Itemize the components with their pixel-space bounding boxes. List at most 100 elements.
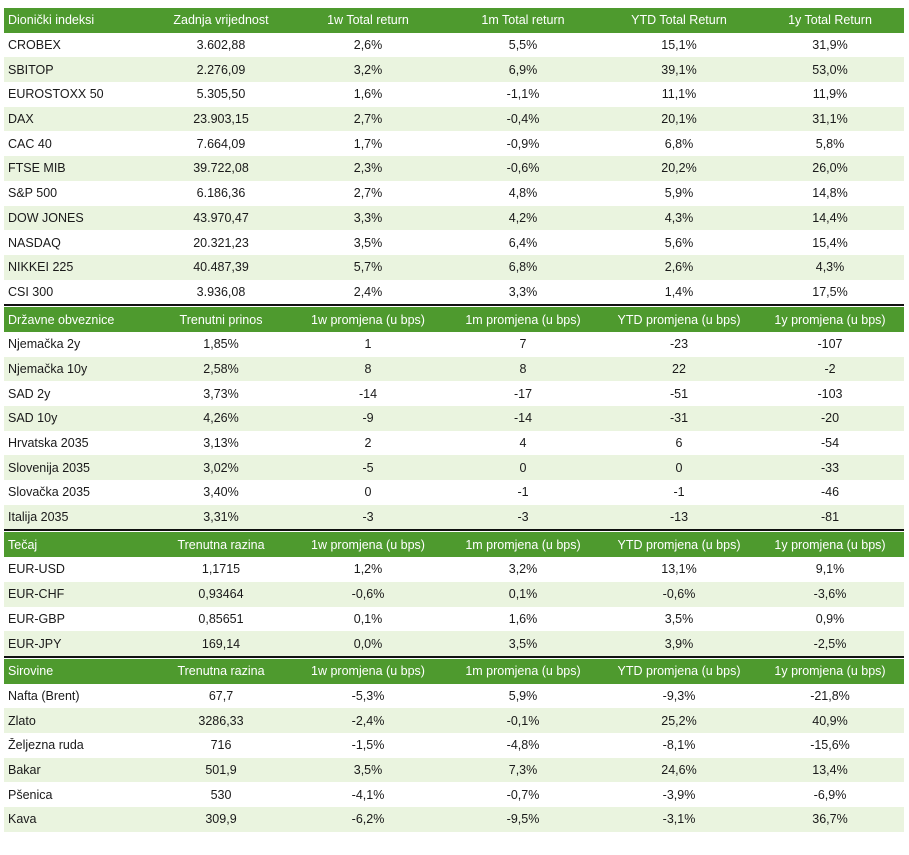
equity-indices-header-row: Dionički indeksi Zadnja vrijednost 1w To…: [4, 8, 904, 33]
table-cell: 13,4%: [812, 762, 848, 777]
table-cell: -6,9%: [813, 787, 847, 802]
table-cell: 3,73%: [203, 386, 239, 401]
table-cell: 9,1%: [815, 562, 845, 577]
market-overview-table: Dionički indeksi Zadnja vrijednost 1w To…: [4, 8, 904, 832]
column-header: 1m promjena (u bps): [465, 537, 581, 552]
row-label: NASDAQ: [8, 235, 61, 250]
table-cell: 6,8%: [664, 136, 694, 151]
table-row: SBITOP 2.276,09 3,2% 6,9% 39,1% 53,0%: [4, 57, 904, 83]
table-cell: -4,8%: [506, 738, 540, 753]
table-cell: -0,6%: [506, 161, 540, 176]
row-label: Bakar: [8, 762, 41, 777]
table-row: Kava 309,9 -6,2% -9,5% -3,1% 36,7%: [4, 807, 904, 832]
table-cell: -1: [517, 485, 529, 500]
table-cell: 1,85%: [203, 337, 239, 352]
table-cell: -14: [358, 386, 378, 401]
row-label: SAD 10y: [8, 411, 58, 426]
table-cell: 169,14: [201, 636, 241, 651]
row-label: S&P 500: [8, 186, 58, 201]
table-cell: 11,1%: [661, 87, 697, 102]
column-header: Sirovine: [8, 664, 54, 679]
table-cell: 1: [364, 337, 372, 352]
column-header: 1y Total Return: [788, 13, 872, 28]
table-cell: 3,13%: [203, 436, 239, 451]
table-cell: 3,2%: [353, 62, 383, 77]
table-cell: -107: [817, 337, 843, 352]
column-header: Trenutni prinos: [179, 312, 263, 327]
table-cell: 15,1%: [661, 38, 697, 53]
table-cell: 0: [364, 485, 372, 500]
table-row: Njemačka 10y 2,58% 8 8 22 -2: [4, 356, 904, 382]
table-row: EUR-GBP 0,85651 0,1% 1,6% 3,5% 0,9%: [4, 607, 904, 632]
table-cell: 0,9%: [815, 611, 845, 626]
table-row: Slovačka 2035 3,40% 0 -1 -1 -46: [4, 480, 904, 505]
exchange-rates-section: Tečaj Trenutna razina 1w promjena (u bps…: [4, 532, 904, 656]
table-cell: 3,5%: [508, 636, 538, 651]
section-divider: [4, 304, 904, 308]
table-row: Bakar 501,9 3,5% 7,3% 24,6% 13,4%: [4, 757, 904, 783]
column-header: YTD promjena (u bps): [617, 537, 741, 552]
table-cell: 0,1%: [353, 611, 383, 626]
section-divider: [4, 529, 904, 533]
table-cell: 3,5%: [353, 235, 383, 250]
table-cell: -4,1%: [351, 787, 385, 802]
table-cell: -13: [669, 510, 689, 525]
column-header: 1y promjena (u bps): [774, 664, 886, 679]
table-cell: 5,5%: [508, 38, 538, 53]
table-cell: 23.903,15: [193, 112, 249, 127]
table-row: DAX 23.903,15 2,7% -0,4% 20,1% 31,1%: [4, 106, 904, 132]
exchange-rates-header-row: Tečaj Trenutna razina 1w promjena (u bps…: [4, 532, 904, 558]
table-cell: 4: [519, 436, 527, 451]
table-cell: -3,1%: [662, 812, 696, 827]
table-cell: 39.722,08: [193, 161, 249, 176]
table-cell: 7: [519, 337, 527, 352]
table-cell: -9,3%: [662, 688, 696, 703]
table-cell: 7,3%: [508, 762, 538, 777]
table-row: Zlato 3286,33 -2,4% -0,1% 25,2% 40,9%: [4, 708, 904, 733]
table-row: FTSE MIB 39.722,08 2,3% -0,6% 20,2% 26,0…: [4, 156, 904, 181]
table-cell: 4,3%: [815, 260, 845, 275]
table-cell: 309,9: [205, 812, 237, 827]
column-header: Dionički indeksi: [8, 13, 95, 28]
commodities-header-row: Sirovine Trenutna razina 1w promjena (u …: [4, 658, 904, 684]
row-label: Nafta (Brent): [8, 688, 80, 703]
table-cell: 6,4%: [508, 235, 538, 250]
table-cell: 11,9%: [812, 87, 848, 102]
row-label: NIKKEI 225: [8, 260, 74, 275]
table-cell: 3,2%: [508, 562, 538, 577]
table-cell: 7.664,09: [196, 136, 246, 151]
table-cell: 2,4%: [353, 284, 383, 299]
table-cell: 3,40%: [203, 485, 239, 500]
table-row: DOW JONES 43.970,47 3,3% 4,2% 4,3% 14,4%: [4, 205, 904, 231]
table-cell: -1,1%: [506, 87, 540, 102]
table-cell: -17: [513, 386, 533, 401]
row-label: SAD 2y: [8, 386, 51, 401]
table-cell: 17,5%: [812, 284, 848, 299]
table-row: CROBEX 3.602,88 2,6% 5,5% 15,1% 31,9%: [4, 33, 904, 58]
row-label: Italija 2035: [8, 510, 69, 525]
table-cell: 5,9%: [508, 688, 538, 703]
table-cell: 4,2%: [508, 210, 538, 225]
table-cell: 2,3%: [353, 161, 383, 176]
table-cell: -0,9%: [506, 136, 540, 151]
table-cell: 2,7%: [353, 186, 383, 201]
table-cell: -2: [824, 361, 836, 376]
table-cell: 3,5%: [353, 762, 383, 777]
table-cell: 2,7%: [353, 112, 383, 127]
table-cell: 0: [519, 460, 527, 475]
table-row: Pšenica 530 -4,1% -0,7% -3,9% -6,9%: [4, 782, 904, 807]
table-cell: 2,6%: [664, 260, 694, 275]
column-header: YTD promjena (u bps): [617, 312, 741, 327]
table-row: Njemačka 2y 1,85% 1 7 -23 -107: [4, 332, 904, 357]
table-row: Slovenija 2035 3,02% -5 0 0 -33: [4, 455, 904, 481]
table-cell: 3,5%: [664, 611, 694, 626]
row-label: Pšenica: [8, 787, 53, 802]
table-cell: 14,8%: [812, 186, 848, 201]
column-header: 1w promjena (u bps): [311, 664, 425, 679]
table-cell: 2,6%: [353, 38, 383, 53]
row-label: CAC 40: [8, 136, 52, 151]
table-cell: -6,2%: [351, 812, 385, 827]
table-row: Nafta (Brent) 67,7 -5,3% 5,9% -9,3% -21,…: [4, 684, 904, 709]
equity-indices-section: Dionički indeksi Zadnja vrijednost 1w To…: [4, 8, 904, 304]
column-header: 1y promjena (u bps): [774, 537, 886, 552]
